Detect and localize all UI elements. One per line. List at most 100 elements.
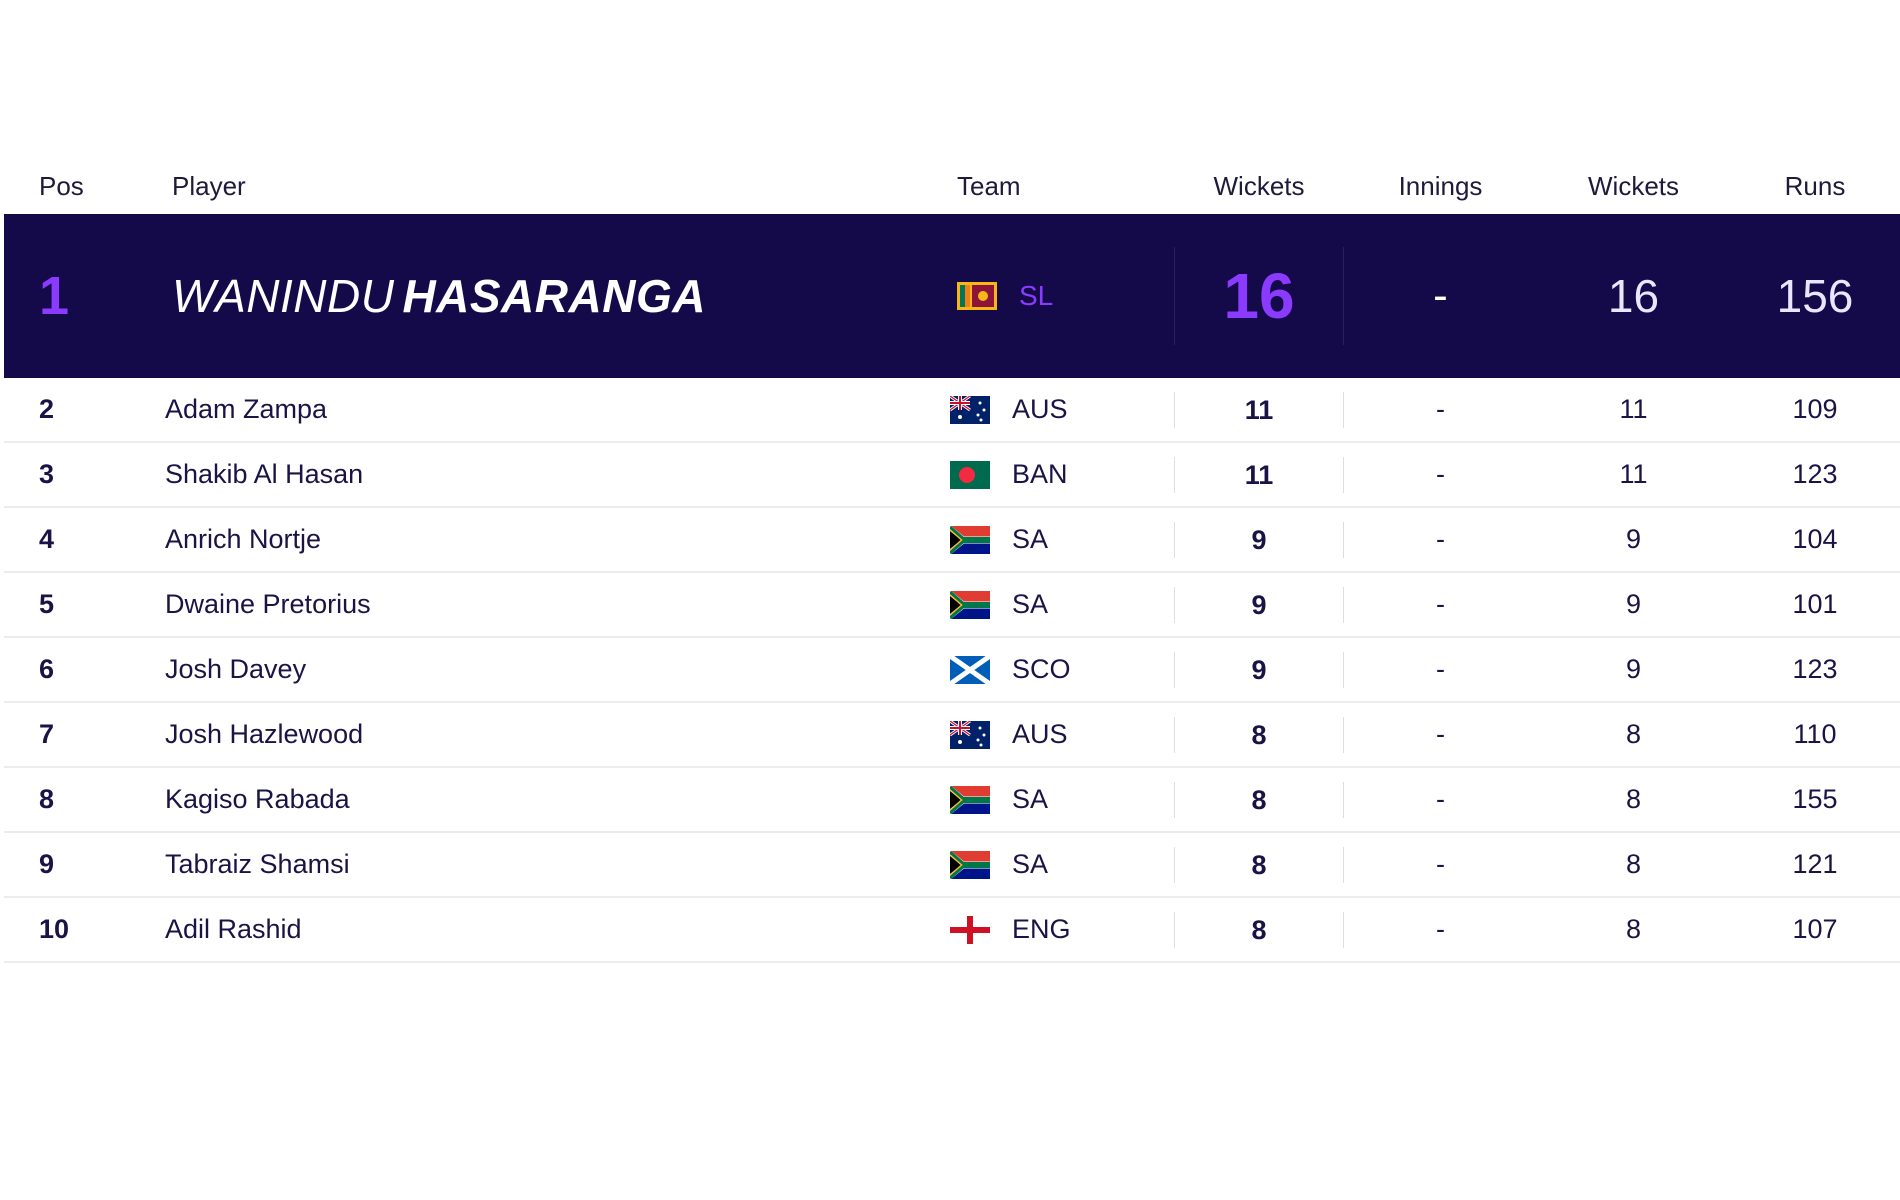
row-pos: 5 [39,589,55,619]
header-pos: Pos [39,170,84,201]
row-team: SA [949,589,1174,620]
row-team-code: ENG [1012,914,1071,944]
row-wickets: 8 [1174,911,1344,948]
row-innings: - [1436,719,1445,749]
row-team-code: AUS [1012,394,1068,424]
header-player: Player [172,170,246,201]
row-wickets-2: 11 [1619,459,1648,489]
row-innings: - [1436,394,1445,424]
scotland-flag-icon [948,653,992,686]
leader-first-name: WANINDU [172,270,395,322]
row-team-code: SCO [1012,654,1071,684]
row-wickets: 9 [1174,521,1344,558]
leader-team-code: SL [1019,280,1054,311]
wicket-leaderboard-table: Pos Player Team Wickets Innings Wickets … [4,158,1900,963]
sri-lanka-flag-icon [957,282,997,310]
row-team: SA [949,524,1174,555]
row-player-name: Anrich Nortje [165,524,322,554]
row-innings: - [1436,914,1445,944]
row-team-code: BAN [1012,459,1068,489]
row-innings: - [1436,849,1445,879]
row-innings: - [1436,589,1445,619]
row-wickets: 8 [1174,716,1344,753]
table-row[interactable]: 10 Adil Rashid ENG 8 - 8 107 [4,898,1900,963]
row-runs: 109 [1792,394,1838,424]
table-row[interactable]: 4 Anrich Nortje SA 9 - 9 104 [4,508,1900,573]
table-body: 2 Adam Zampa AUS 11-11 109 3 Shakib Al Hasan … [4,378,1900,963]
row-innings: - [1436,459,1445,489]
leader-innings: - [1433,271,1448,320]
table-header: Pos Player Team Wickets Innings Wickets … [4,158,1900,214]
row-wickets: 9 [1174,651,1344,688]
row-wickets-2: 9 [1625,654,1642,684]
row-team: AUS [949,719,1174,750]
row-wickets-2: 9 [1625,589,1642,619]
row-runs: 123 [1792,654,1838,684]
row-pos: 7 [39,719,55,749]
table-row[interactable]: 8 Kagiso Rabada SA 8 - 8 155 [4,768,1900,833]
row-team-code: SA [1012,524,1049,554]
bangladesh-flag-icon [950,460,990,489]
leader-last-name: HASARANGA [402,270,706,322]
row-team-code: SA [1012,589,1049,619]
row-innings: - [1436,784,1445,814]
table-row[interactable]: 3 Shakib Al Hasan BAN 11 - 11 123 [4,443,1900,508]
row-team: BAN [950,459,1174,490]
south-africa-flag-icon [949,849,990,880]
row-runs: 101 [1792,589,1838,619]
row-wickets: 9 [1174,586,1344,623]
row-wickets: 8 [1174,846,1344,883]
row-player-name: Adil Rashid [165,914,302,944]
table-row[interactable]: 5 Dwaine Pretorius SA 9 - 9 101 [4,573,1900,638]
row-pos: 4 [39,524,55,554]
row-team-code: AUS [1012,719,1068,749]
row-wickets-2: 8 [1625,719,1642,749]
table-row[interactable]: 9 Tabraiz Shamsi SA 8 - 8 121 [4,833,1900,898]
leader-runs: 156 [1776,270,1854,322]
header-wickets-2: Wickets [1588,170,1679,201]
row-team-code: SA [1012,849,1049,879]
leader-row[interactable]: 1 WANINDU HASARANGA SL 16 - 16 156 [4,214,1900,378]
row-wickets-2: 8 [1625,849,1642,879]
row-wickets-2: 11 [1619,394,1648,424]
header-innings: Innings [1398,170,1483,201]
south-africa-flag-icon [949,524,990,555]
row-wickets-2: 8 [1625,914,1642,944]
row-team: SCO [948,653,1174,686]
row-pos: 8 [39,784,55,814]
table-row[interactable]: 7 Josh Hazlewood AUS 8 - 8 110 [4,703,1900,768]
leader-player-name: WANINDU HASARANGA [172,269,957,323]
england-flag-icon [950,915,990,944]
row-player-name: Adam Zampa [165,394,328,424]
row-player-name: Josh Davey [165,654,307,684]
row-pos: 3 [39,459,55,489]
leader-team: SL [957,280,1174,312]
row-team-code: SA [1012,784,1049,814]
row-player-name: Tabraiz Shamsi [165,849,350,879]
row-team: SA [949,784,1174,815]
row-pos: 9 [39,849,55,879]
row-runs: 107 [1792,914,1838,944]
row-wickets: 11 [1174,456,1344,493]
header-team: Team [957,170,1021,201]
row-player-name: Shakib Al Hasan [165,459,364,489]
row-wickets-2: 8 [1625,784,1642,814]
row-runs: 123 [1792,459,1838,489]
row-wickets-2: 9 [1625,524,1642,554]
row-pos: 6 [39,654,55,684]
leader-wickets-2: 16 [1607,270,1660,322]
row-player-name: Dwaine Pretorius [165,589,371,619]
header-runs: Runs [1784,170,1846,201]
row-runs: 121 [1792,849,1838,879]
leader-pos: 1 [39,266,70,326]
row-runs: 104 [1792,524,1838,554]
row-pos: 10 [39,914,70,944]
row-player-name: Kagiso Rabada [165,784,350,814]
table-row[interactable]: 6 Josh Davey SCO 9 - 9 123 [4,638,1900,703]
table-row[interactable]: 2 Adam Zampa AUS 11 - 11 109 [4,378,1900,443]
australia-flag-icon [949,394,990,424]
row-team: AUS [949,394,1174,425]
row-wickets: 11 [1174,391,1344,428]
row-pos: 2 [39,394,55,424]
australia-flag-icon [949,719,990,749]
